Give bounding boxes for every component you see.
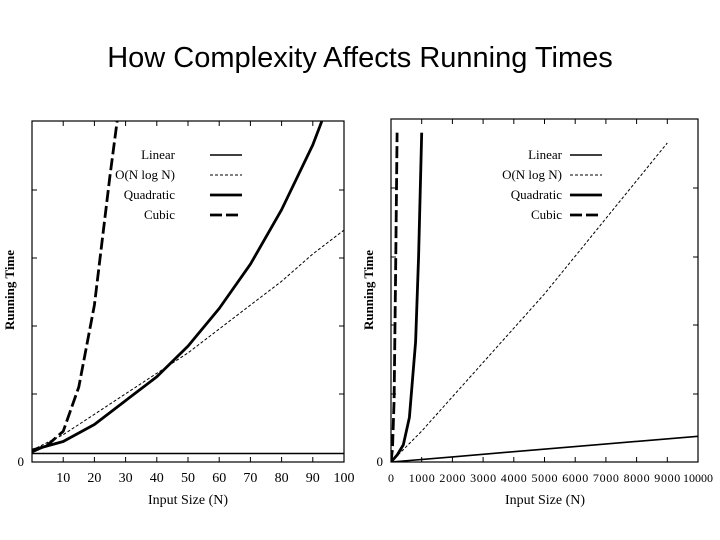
x-tick-label: 4000 — [501, 471, 527, 485]
series-group — [32, 121, 344, 455]
chart-right: 00 1000 2000 3000 4000 5000 6000 7000 8000 9000 10… — [361, 118, 713, 508]
series-line-cubic — [391, 132, 399, 462]
plot-frame — [31, 120, 345, 463]
x-tick-label: 2000 — [439, 471, 465, 485]
x-tick-label: 7000 — [593, 471, 619, 485]
series-line-linear — [391, 435, 698, 462]
x-axis-label: Input Size (N) — [505, 493, 585, 508]
y-tick-label: 0 — [377, 454, 384, 469]
legend-label: Quadratic — [511, 187, 562, 202]
x-tick-label: 0 — [388, 471, 394, 485]
legend-label: Cubic — [531, 207, 562, 222]
x-tick-label: 1000 — [409, 471, 435, 485]
x-tick-label: 9000 — [654, 471, 680, 485]
x-tick-label: 90 — [306, 471, 320, 486]
legend-label: Linear — [141, 147, 176, 162]
x-tick-label: 80 — [275, 471, 289, 486]
x-tick-label: 5000 — [532, 471, 558, 485]
x-tick-label: 10 — [56, 471, 70, 486]
slide-title: How Complexity Affects Running Times — [107, 42, 613, 74]
y-axis-label: Running Time — [361, 250, 376, 330]
x-tick-label: 100 — [334, 471, 355, 486]
x-axis-label: Input Size (N) — [148, 493, 228, 508]
y-axis-label: Running Time — [2, 250, 17, 330]
x-tick-label: 70 — [243, 471, 257, 486]
y-tick-label: 0 — [18, 454, 25, 469]
x-tick-label: 30 — [119, 471, 133, 486]
x-tick-label: 40 — [150, 471, 164, 486]
x-tick-label: 60 — [212, 471, 226, 486]
series-line-quadratic — [32, 121, 324, 452]
legend-label: O(N log N) — [115, 167, 175, 182]
legend-label: Quadratic — [124, 187, 175, 202]
x-tick-label: 20 — [87, 471, 101, 486]
series-line-o-n-log-n- — [391, 142, 668, 462]
x-tick-label: 6000 — [562, 471, 588, 485]
x-tick-label: 8000 — [624, 471, 650, 485]
series-group — [391, 132, 698, 462]
series-line-o-n-log-n- — [32, 229, 344, 451]
x-tick-label: 10000 — [683, 471, 713, 485]
legend-label: O(N log N) — [502, 167, 562, 182]
x-tick-label: 3000 — [470, 471, 496, 485]
legend-label: Cubic — [144, 207, 175, 222]
series-line-cubic — [32, 121, 119, 454]
legend-label: Linear — [528, 147, 563, 162]
x-tick-label: 50 — [181, 471, 195, 486]
series-line-quadratic — [391, 132, 424, 462]
chart-left: 0 10 20 30 40 50 60 70 80 90 100 Input Size (N) Runn… — [2, 120, 355, 508]
